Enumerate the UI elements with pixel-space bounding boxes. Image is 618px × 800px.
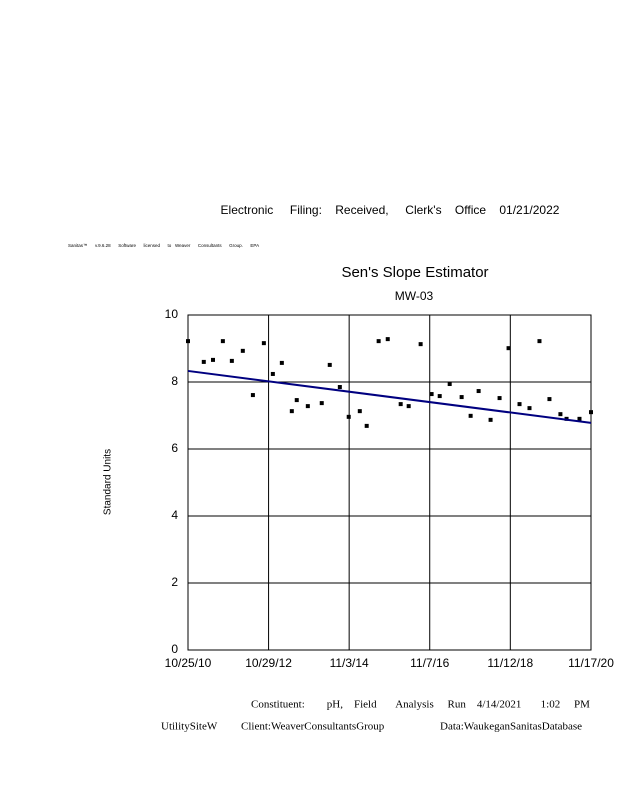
- data-point: [537, 339, 542, 344]
- x-tick-label: 11/7/16: [410, 656, 449, 670]
- x-tick-label: 10/25/10: [165, 656, 212, 670]
- data-point: [201, 359, 206, 364]
- y-tick-label: 6: [171, 441, 178, 455]
- data-point: [240, 348, 245, 353]
- data-point: [406, 404, 411, 409]
- chart-subtitle: MW-03: [395, 289, 434, 303]
- y-tick-label: 2: [171, 575, 178, 589]
- site: UtilitySiteW: [161, 721, 218, 733]
- y-tick-label: 8: [171, 374, 178, 388]
- trend-line: [187, 369, 592, 424]
- data-point: [289, 409, 294, 414]
- data-point: [327, 362, 332, 367]
- data-point: [589, 410, 593, 415]
- data-point: [229, 358, 234, 363]
- x-tick-label: 10/29/12: [245, 656, 292, 670]
- x-tick-label: 11/17/20: [568, 656, 614, 670]
- data-point: [459, 395, 464, 400]
- run-info: Constituent: pH, Field Analysis Run 4/14…: [251, 699, 590, 711]
- data-point: [506, 346, 511, 351]
- data-point: [305, 404, 310, 409]
- filing-stamp: Electronic Filing: Received, Clerk's Off…: [221, 203, 560, 217]
- data-point: [385, 337, 390, 342]
- data-point: [346, 414, 351, 419]
- data-point: [437, 394, 442, 399]
- software-note: Sanitas™ v.9.6.28 Software licensed to W…: [68, 243, 259, 248]
- data-point: [517, 402, 522, 407]
- data-point: [398, 402, 403, 407]
- data-point: [527, 406, 532, 411]
- y-tick-label: 4: [171, 508, 178, 522]
- data-point: [250, 393, 255, 398]
- data-point: [319, 401, 324, 406]
- x-tick-label: 11/12/18: [487, 656, 533, 670]
- data-point: [488, 417, 493, 422]
- data-point: [476, 389, 481, 394]
- data-point: [364, 423, 369, 428]
- data-point: [429, 392, 434, 397]
- data-point: [497, 396, 502, 401]
- data-point: [418, 342, 423, 347]
- data-point: [261, 341, 266, 346]
- y-tick-label: 0: [171, 642, 178, 656]
- database: Data:WaukeganSanitasDatabase: [440, 721, 582, 733]
- data-point: [220, 339, 225, 344]
- data-point: [337, 385, 342, 390]
- data-point: [577, 416, 582, 421]
- data-point: [376, 339, 381, 344]
- y-tick-label: 10: [165, 307, 179, 321]
- data-point: [468, 413, 473, 418]
- client: Client:WeaverConsultantsGroup: [241, 721, 385, 733]
- data-point: [447, 382, 452, 387]
- x-tick-label: 11/3/14: [330, 656, 369, 670]
- data-point: [279, 360, 284, 365]
- plot-frame: [187, 314, 592, 651]
- data-point: [294, 398, 299, 403]
- chart-title: Sen's Slope Estimator: [341, 264, 488, 281]
- data-point: [270, 371, 275, 376]
- data-point: [357, 409, 362, 414]
- data-point: [547, 397, 552, 402]
- data-point: [186, 339, 190, 344]
- data-point: [558, 412, 563, 417]
- data-point: [210, 357, 215, 362]
- y-axis-label: Standard Units: [103, 449, 114, 515]
